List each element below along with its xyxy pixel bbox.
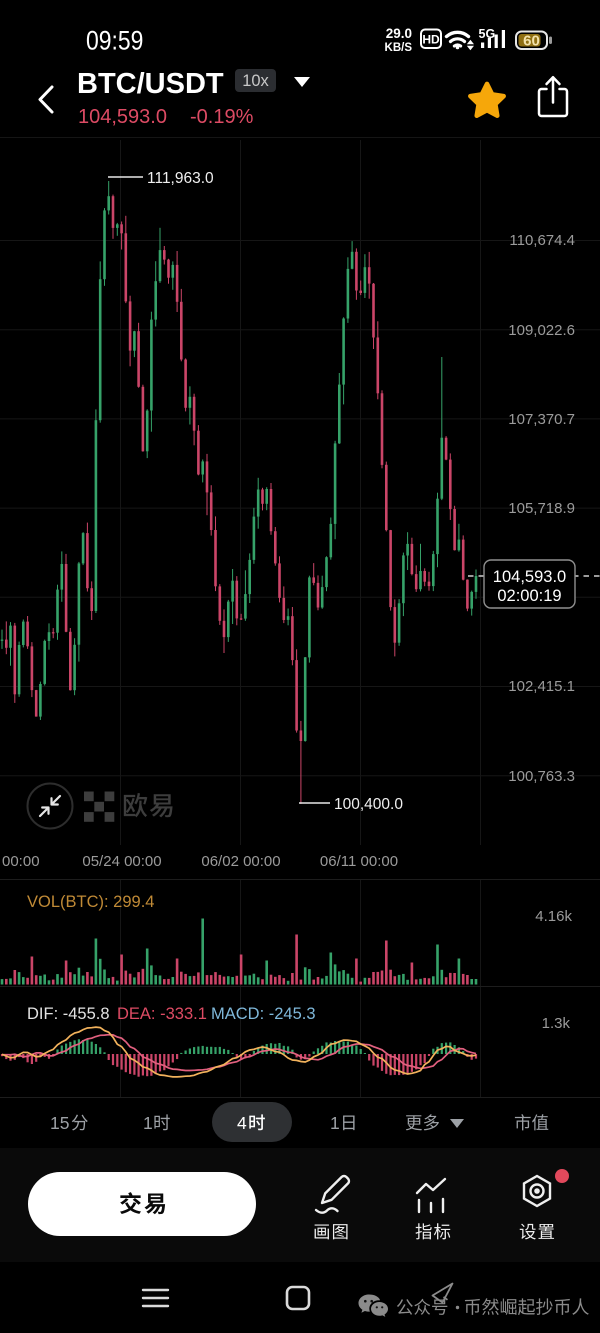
svg-text:110,674.4: 110,674.4	[509, 232, 575, 249]
svg-text:09:59: 09:59	[86, 26, 143, 56]
svg-text:00:00: 00:00	[2, 853, 40, 870]
svg-text:BTC/USDT: BTC/USDT	[77, 68, 224, 100]
svg-text:107,370.7: 107,370.7	[508, 411, 575, 428]
svg-text:02:00:19: 02:00:19	[497, 587, 561, 605]
svg-text:06/02 00:00: 06/02 00:00	[201, 853, 280, 870]
svg-text:-0.19%: -0.19%	[190, 106, 254, 128]
svg-text:DEA: -333.1: DEA: -333.1	[117, 1005, 207, 1023]
svg-text:111,963.0: 111,963.0	[147, 170, 214, 187]
svg-text:DIF: -455.8: DIF: -455.8	[27, 1005, 110, 1023]
svg-text:5G: 5G	[479, 27, 496, 41]
svg-text:104,593.0: 104,593.0	[493, 568, 566, 586]
svg-text:15: 15	[50, 1113, 69, 1133]
svg-text:102,415.1: 102,415.1	[508, 678, 575, 695]
svg-text:105,718.9: 105,718.9	[508, 500, 575, 517]
svg-text:06/11 00:00: 06/11 00:00	[320, 853, 398, 870]
svg-text:1: 1	[143, 1113, 153, 1133]
svg-text:4.16k: 4.16k	[535, 908, 572, 925]
svg-text:100,763.3: 100,763.3	[508, 768, 575, 785]
svg-text:60: 60	[523, 33, 540, 50]
svg-text:VOL(BTC): 299.4: VOL(BTC): 299.4	[27, 893, 154, 911]
svg-text:104,593.0: 104,593.0	[78, 106, 167, 128]
svg-text:100,400.0: 100,400.0	[334, 796, 403, 813]
svg-text:29.0: 29.0	[386, 26, 412, 41]
svg-text:05/24 00:00: 05/24 00:00	[82, 853, 161, 870]
svg-text:MACD: -245.3: MACD: -245.3	[211, 1005, 316, 1023]
svg-text:1.3k: 1.3k	[542, 1015, 571, 1032]
svg-text:109,022.6: 109,022.6	[508, 322, 575, 339]
svg-text:HD: HD	[422, 33, 440, 47]
svg-text:4: 4	[237, 1113, 247, 1133]
svg-text:KB/S: KB/S	[385, 42, 413, 54]
svg-text:10x: 10x	[242, 72, 269, 90]
svg-text:1: 1	[330, 1113, 340, 1133]
